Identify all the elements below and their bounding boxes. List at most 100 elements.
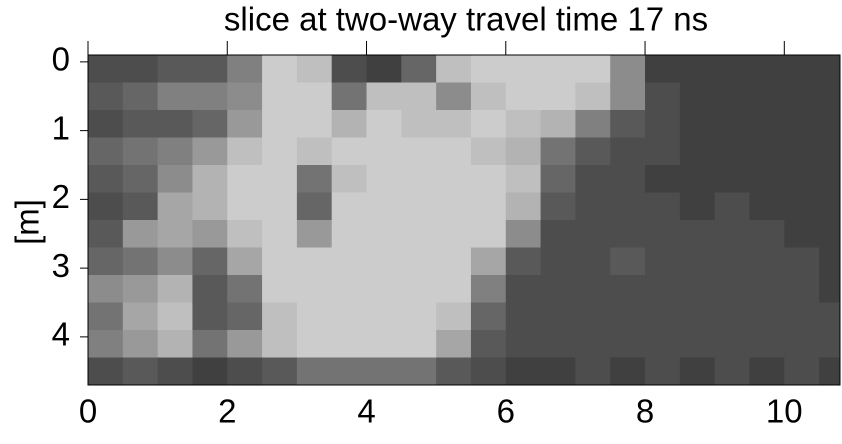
heatmap-cell xyxy=(366,82,402,111)
heatmap-cell xyxy=(436,220,472,248)
heatmap-cell xyxy=(714,110,750,138)
heatmap-cell xyxy=(575,137,611,166)
heatmap-cell xyxy=(366,55,402,83)
heatmap-cell xyxy=(262,165,298,193)
heatmap-cell xyxy=(575,192,611,221)
heatmap-cell xyxy=(157,137,193,166)
heatmap-cell xyxy=(296,357,333,386)
heatmap-cell xyxy=(749,275,785,303)
heatmap-cell xyxy=(784,275,820,303)
heatmap-cell xyxy=(227,275,263,303)
heatmap-cell xyxy=(436,55,472,83)
heatmap-cell xyxy=(262,55,298,83)
y-tick-label: 3 xyxy=(52,247,70,284)
heatmap-cell xyxy=(679,192,716,221)
heatmap-cell xyxy=(401,165,437,193)
heatmap-cell xyxy=(645,137,681,166)
heatmap-cell xyxy=(436,275,472,303)
heatmap-cell xyxy=(610,55,646,83)
heatmap-cell xyxy=(505,330,542,358)
heatmap-cell xyxy=(296,275,333,303)
heatmap-cell xyxy=(645,110,681,138)
heatmap-cell xyxy=(88,165,124,193)
heatmap-cell xyxy=(436,192,472,221)
heatmap-cell xyxy=(366,357,402,386)
heatmap-cell xyxy=(679,275,716,303)
heatmap-cell xyxy=(679,165,716,193)
y-axis-label: [m] xyxy=(9,199,46,245)
heatmap-cell xyxy=(610,302,646,331)
heatmap-cell xyxy=(575,82,611,111)
heatmap-cell xyxy=(227,82,263,111)
heatmap-cell xyxy=(192,110,228,138)
heatmap-cell xyxy=(749,192,785,221)
heatmap-cell xyxy=(505,137,542,166)
heatmap-cell xyxy=(192,330,228,358)
heatmap-cell xyxy=(610,220,646,248)
heatmap-cell xyxy=(470,55,507,83)
heatmap-cell xyxy=(331,82,368,111)
heatmap-cell xyxy=(540,165,576,193)
heatmap-cell xyxy=(540,55,576,83)
heatmap-cell xyxy=(262,137,298,166)
x-tick-label: 4 xyxy=(357,393,375,430)
heatmap-cell xyxy=(401,220,437,248)
heatmap-cell xyxy=(540,220,576,248)
heatmap-cell xyxy=(227,357,263,386)
heatmap-cell xyxy=(505,165,542,193)
heatmap-cell xyxy=(436,247,472,276)
heatmap-cell xyxy=(88,110,124,138)
heatmap-cell xyxy=(714,82,750,111)
heatmap-cell xyxy=(296,330,333,358)
heatmap-cell xyxy=(679,220,716,248)
heatmap-cell xyxy=(575,55,611,83)
heatmap-cell xyxy=(366,110,402,138)
heatmap-cell xyxy=(610,192,646,221)
heatmap-cell xyxy=(331,247,368,276)
x-tick-label: 10 xyxy=(766,393,803,430)
heatmap-cell xyxy=(122,165,159,193)
heatmap-cell xyxy=(819,330,841,358)
heatmap-cell xyxy=(714,302,750,331)
heatmap-cell xyxy=(88,137,124,166)
heatmap-cell xyxy=(157,110,193,138)
heatmap-cell xyxy=(401,137,437,166)
heatmap-cell xyxy=(505,357,542,386)
heatmap-cell xyxy=(714,55,750,83)
heatmap-cell xyxy=(749,330,785,358)
heatmap-cell xyxy=(192,302,228,331)
heatmap-cell xyxy=(192,192,228,221)
heatmap-cell xyxy=(645,55,681,83)
heatmap-cell xyxy=(331,55,368,83)
heatmap-cell xyxy=(749,82,785,111)
heatmap-cell xyxy=(749,137,785,166)
heatmap-cell xyxy=(749,302,785,331)
heatmap-cell xyxy=(157,302,193,331)
heatmap-cell xyxy=(192,220,228,248)
heatmap-cell xyxy=(296,137,333,166)
heatmap-cell xyxy=(192,357,228,386)
heatmap-cell xyxy=(540,357,576,386)
heatmap-cell xyxy=(505,110,542,138)
heatmap-cell xyxy=(401,55,437,83)
heatmap-cell xyxy=(401,192,437,221)
heatmap-cell xyxy=(505,192,542,221)
heatmap-cell xyxy=(122,302,159,331)
heatmap-cell xyxy=(157,82,193,111)
heatmap-cell xyxy=(679,110,716,138)
heatmap-cell xyxy=(366,247,402,276)
heatmap-cell xyxy=(749,247,785,276)
heatmap-cell xyxy=(470,192,507,221)
heatmap-cell xyxy=(610,137,646,166)
heatmap-cell xyxy=(470,357,507,386)
heatmap-cell xyxy=(714,247,750,276)
heatmap-cell xyxy=(819,110,841,138)
heatmap-cell xyxy=(714,137,750,166)
heatmap-cell xyxy=(366,275,402,303)
heatmap-cell xyxy=(679,330,716,358)
heatmap-cell xyxy=(262,330,298,358)
heatmap-cell xyxy=(122,220,159,248)
heatmap-cell xyxy=(645,165,681,193)
heatmap-cell xyxy=(157,220,193,248)
heatmap-cell xyxy=(540,302,576,331)
